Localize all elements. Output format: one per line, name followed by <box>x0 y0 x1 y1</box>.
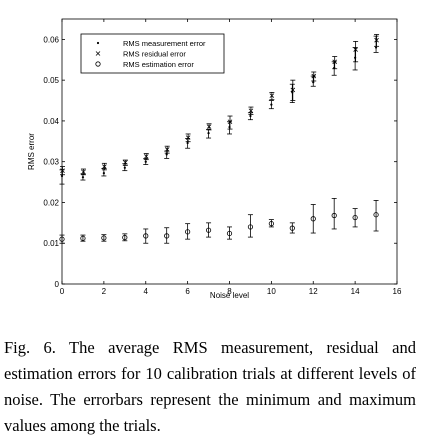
data-point-x <box>60 168 65 173</box>
data-point-x <box>185 135 191 140</box>
data-point-dot <box>144 160 147 163</box>
data-point-dot <box>207 132 210 135</box>
legend-entry: RMS residual error <box>95 50 186 59</box>
x-axis-label: Noise level <box>210 291 249 300</box>
x-tick-label: 2 <box>102 287 107 296</box>
data-point-circle <box>95 61 101 67</box>
data-point-x <box>353 47 358 52</box>
y-axis-label: RMS error <box>27 133 36 170</box>
x-tick-label: 8 <box>227 287 232 296</box>
data-point-x <box>332 59 337 65</box>
y-tick-label: 0.01 <box>43 239 59 248</box>
data-point-x <box>206 124 212 129</box>
data-point-circle <box>268 221 274 227</box>
data-point-circle <box>143 233 149 239</box>
data-point-x <box>227 119 233 125</box>
data-point-x <box>290 87 296 93</box>
data-point-x <box>95 51 101 56</box>
data-point-circle <box>352 214 358 221</box>
y-tick-label: 0.06 <box>43 35 59 44</box>
x-tick-label: 12 <box>309 287 318 296</box>
series-circle <box>59 197 379 244</box>
y-tick-label: 0.05 <box>43 76 59 85</box>
data-point-dot <box>270 103 273 106</box>
legend-entry: RMS estimation error <box>95 60 194 69</box>
data-point-dot <box>102 172 105 175</box>
legend-entry: RMS measurement error <box>96 39 206 48</box>
figure-caption: Fig. 6. The average RMS measurement, res… <box>4 337 416 435</box>
data-point-x <box>248 108 254 114</box>
y-tick-label: 0.03 <box>43 158 59 167</box>
data-point-dot <box>374 46 378 49</box>
data-point-circle <box>289 225 295 231</box>
x-tick-label: 6 <box>185 287 190 296</box>
data-point-circle <box>185 229 191 235</box>
series-x <box>60 34 380 176</box>
legend-label: RMS estimation error <box>123 60 194 69</box>
data-point-x <box>164 147 170 152</box>
data-point-circle <box>226 230 233 237</box>
data-point-dot <box>312 81 315 84</box>
data-point-x <box>102 164 107 169</box>
y-tick-label: 0.02 <box>43 198 59 207</box>
data-point-dot <box>186 141 189 145</box>
data-point-circle <box>331 212 337 219</box>
legend-box <box>80 33 225 74</box>
x-tick-label: 4 <box>144 287 149 296</box>
data-point-x <box>143 154 149 159</box>
y-tick-label: 0 <box>55 280 60 289</box>
data-point-x <box>81 169 86 175</box>
data-point-circle <box>373 212 379 218</box>
data-point-x <box>311 73 317 79</box>
data-point-dot <box>96 41 100 45</box>
chart-figure: 0 2 4 6 8 10 12 14 16 0 0.01 0.02 0.03 0.04 0.05 0.06 No… <box>27 18 402 300</box>
legend-label: RMS residual error <box>123 50 186 59</box>
y-tick-label: 0.04 <box>43 117 59 126</box>
data-point-dot <box>249 114 252 118</box>
x-tick-label: 0 <box>60 287 65 296</box>
data-point-dot <box>81 176 85 179</box>
data-point-circle <box>122 234 128 241</box>
data-point-dot <box>123 166 126 169</box>
x-tick-label: 16 <box>393 287 402 296</box>
x-tick-label: 10 <box>267 287 276 296</box>
data-point-dot <box>60 174 64 178</box>
data-point-circle <box>164 233 170 239</box>
data-point-x <box>374 37 379 43</box>
data-point-circle <box>247 224 254 230</box>
legend-label: RMS measurement error <box>123 39 206 48</box>
x-tick-label: 14 <box>351 287 360 296</box>
data-point-circle <box>101 235 107 241</box>
data-point-dot <box>165 153 168 156</box>
data-point-circle <box>310 216 316 222</box>
data-point-circle <box>80 235 86 241</box>
data-point-circle <box>205 227 212 233</box>
data-point-x <box>269 93 275 98</box>
data-point-circle <box>59 236 65 242</box>
chart-svg: 0 2 4 6 8 10 12 14 16 0 0.01 0.02 0.03 0.04 0.05 0.06 No… <box>27 18 402 300</box>
data-point-x <box>123 160 128 165</box>
